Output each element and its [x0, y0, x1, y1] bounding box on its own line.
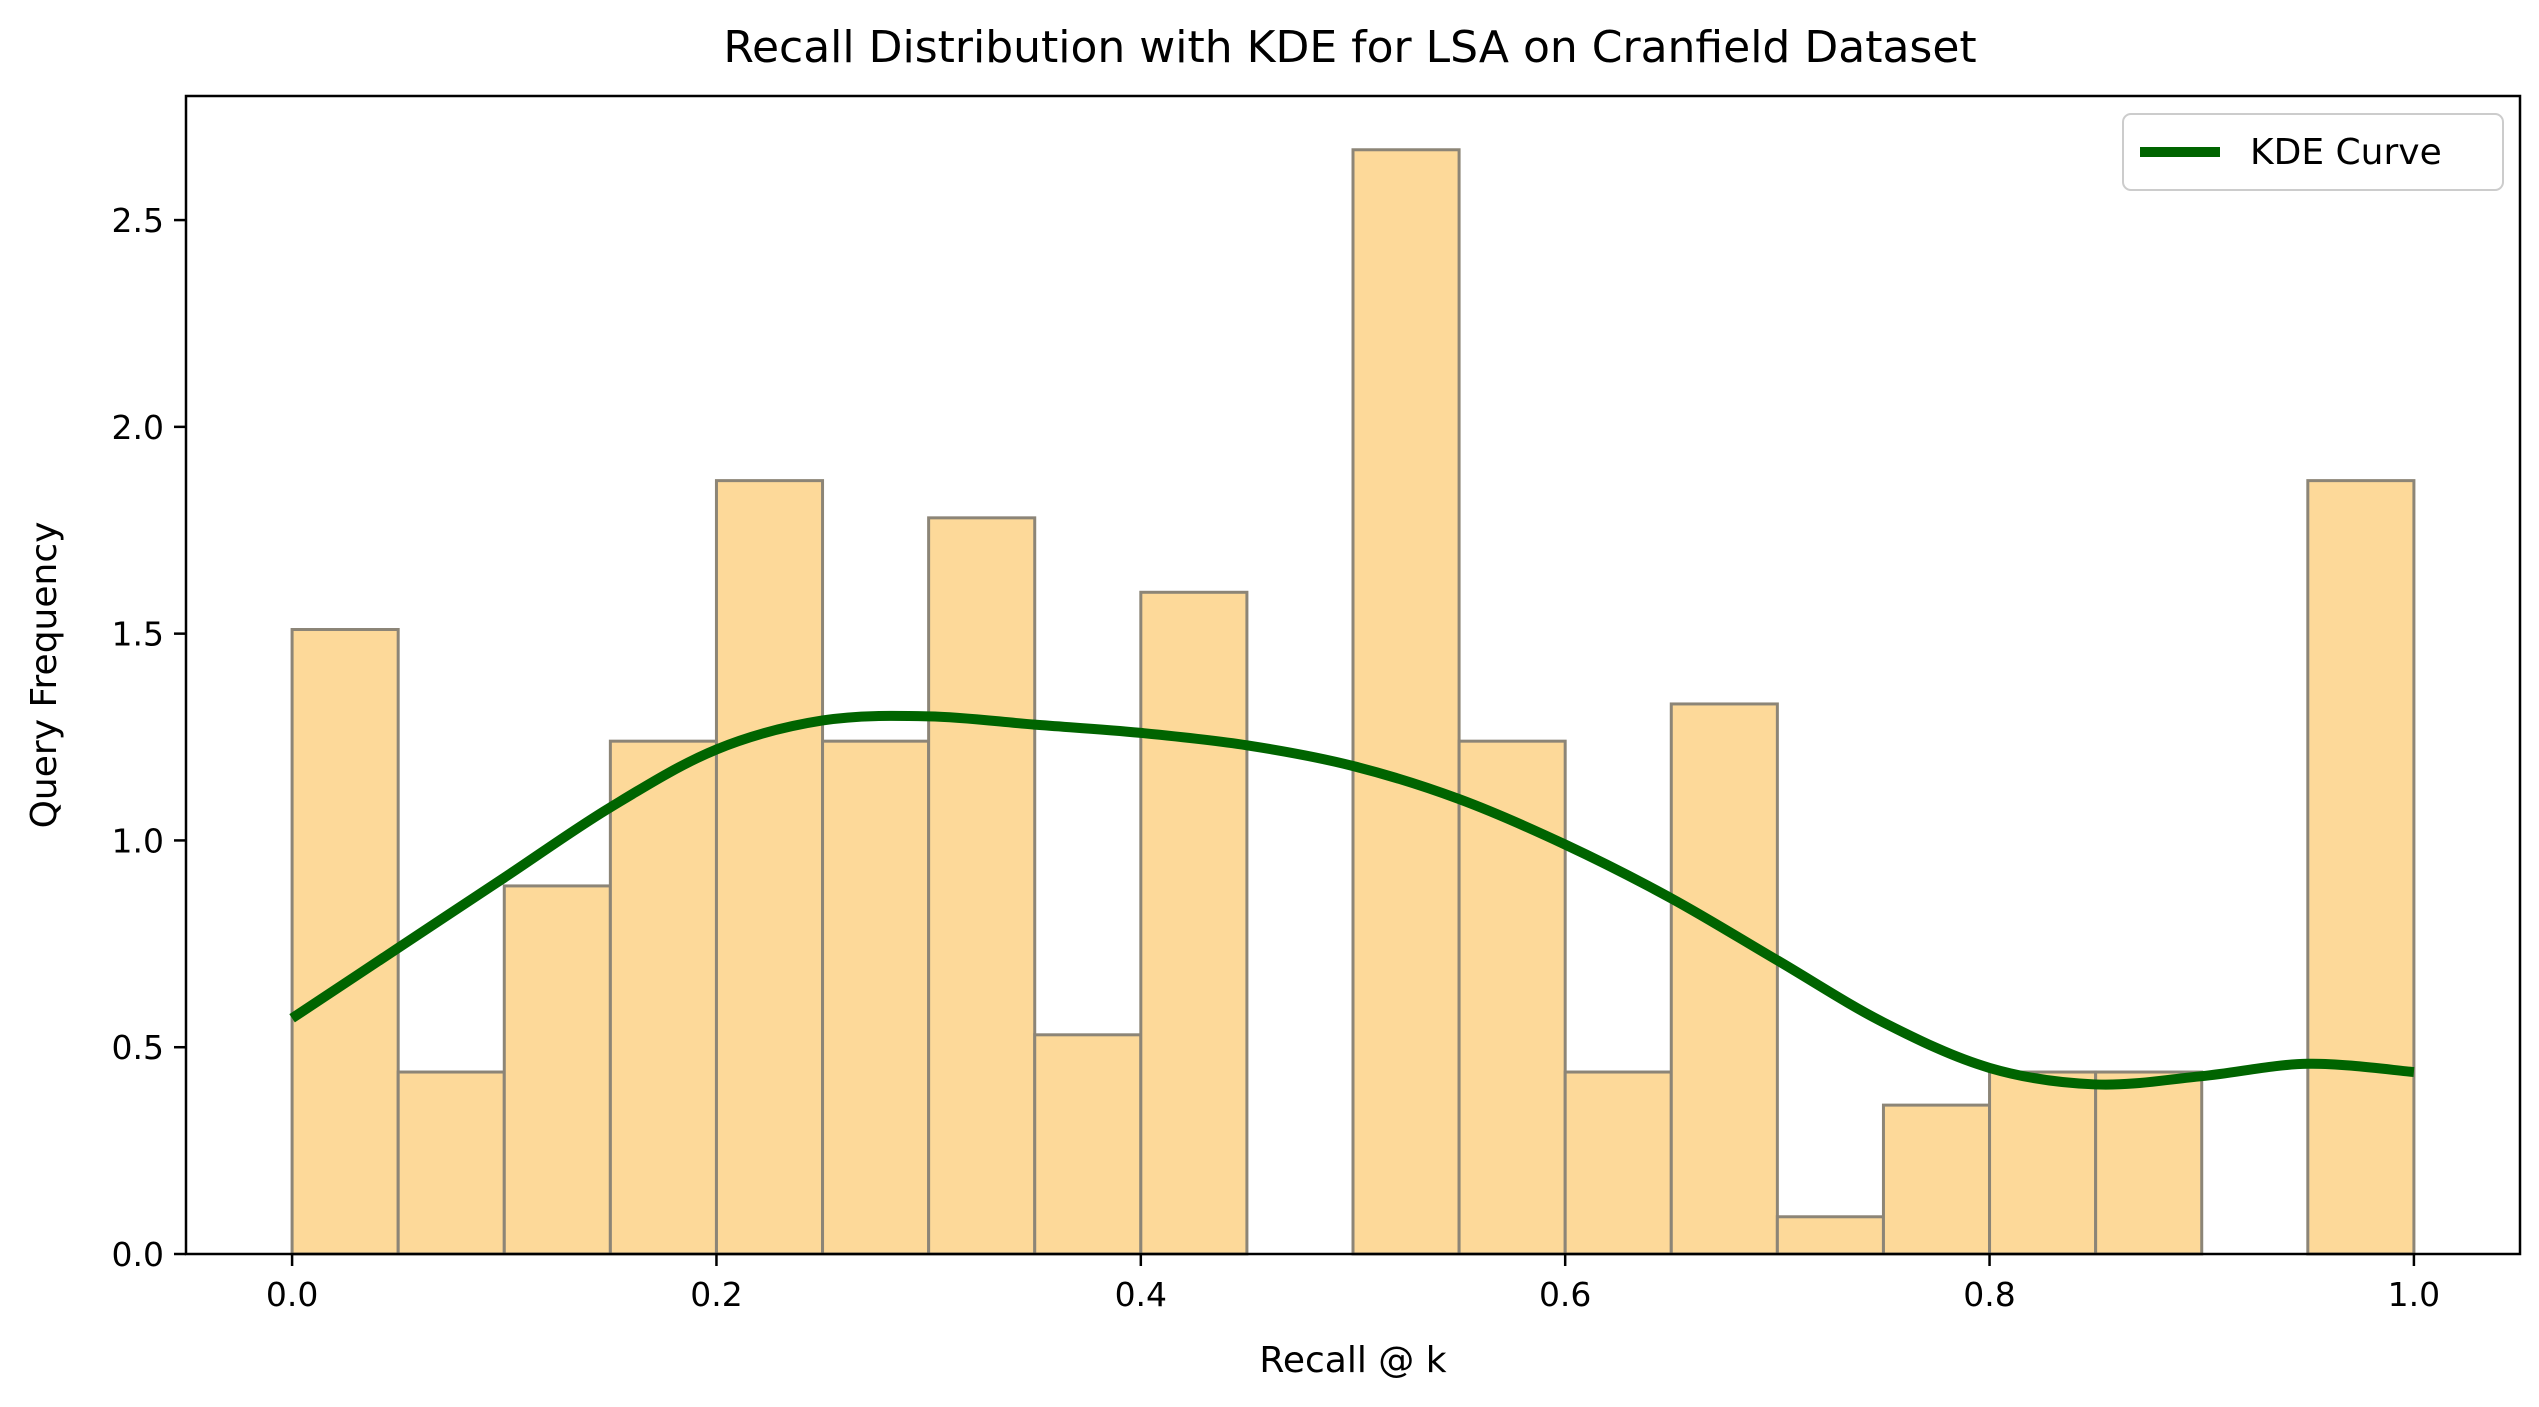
histogram-bar	[1457, 739, 1567, 1256]
histogram-bar	[1669, 702, 1779, 1256]
x-tick-label: 0.4	[1115, 1275, 1167, 1314]
legend-kde-label: KDE Curve	[2250, 132, 2442, 173]
x-axis: 0.0 0.2 0.4 0.6 0.8 1.0	[266, 1254, 2440, 1314]
plot-frame	[184, 94, 2522, 1256]
histogram-bar	[1351, 148, 1461, 1256]
x-tick-label: 0.8	[1963, 1275, 2015, 1314]
histogram-bar	[1775, 1215, 1885, 1256]
y-tick-label: 1.0	[112, 821, 164, 860]
histogram-bar	[608, 739, 718, 1256]
y-axis: 0.0 0.5 1.0 1.5 2.0 2.5	[112, 201, 186, 1274]
x-tick-label: 0.2	[690, 1275, 742, 1314]
histogram-bar	[2306, 479, 2416, 1256]
histogram-bar	[1881, 1103, 1992, 1256]
y-tick-label: 2.5	[112, 201, 164, 240]
y-tick-label: 0.0	[112, 1235, 164, 1274]
histogram-bar	[927, 516, 1037, 1256]
legend-box	[2122, 113, 2504, 191]
x-tick-label: 0.6	[1539, 1275, 1591, 1314]
y-tick-label: 0.5	[112, 1028, 164, 1067]
y-tick-label: 1.5	[112, 615, 164, 654]
histogram-bar	[1563, 1070, 1673, 1256]
legend: KDE Curve	[2122, 113, 2504, 191]
histogram-bar	[396, 1070, 506, 1256]
histogram-bar	[1033, 1033, 1143, 1256]
x-tick-label: 1.0	[2388, 1275, 2440, 1314]
histogram-bar	[714, 479, 825, 1256]
histogram-bar	[290, 628, 400, 1256]
kde-curve	[289, 710, 2415, 1090]
histogram-bar	[2094, 1070, 2204, 1256]
histogram-bar	[502, 884, 612, 1256]
x-tick-label: 0.0	[266, 1275, 318, 1314]
y-axis-label: Query Frequency	[24, 522, 65, 829]
histogram-bar	[1139, 590, 1249, 1256]
x-axis-label: Recall @ k	[1259, 1340, 1446, 1381]
y-tick-label: 2.0	[112, 408, 164, 447]
histogram-bars	[290, 148, 2416, 1256]
chart-title: Recall Distribution with KDE for LSA on …	[723, 22, 1976, 73]
histogram-bar	[1988, 1070, 2098, 1256]
histogram-bar	[821, 739, 931, 1256]
kde-layer	[289, 710, 2415, 1090]
